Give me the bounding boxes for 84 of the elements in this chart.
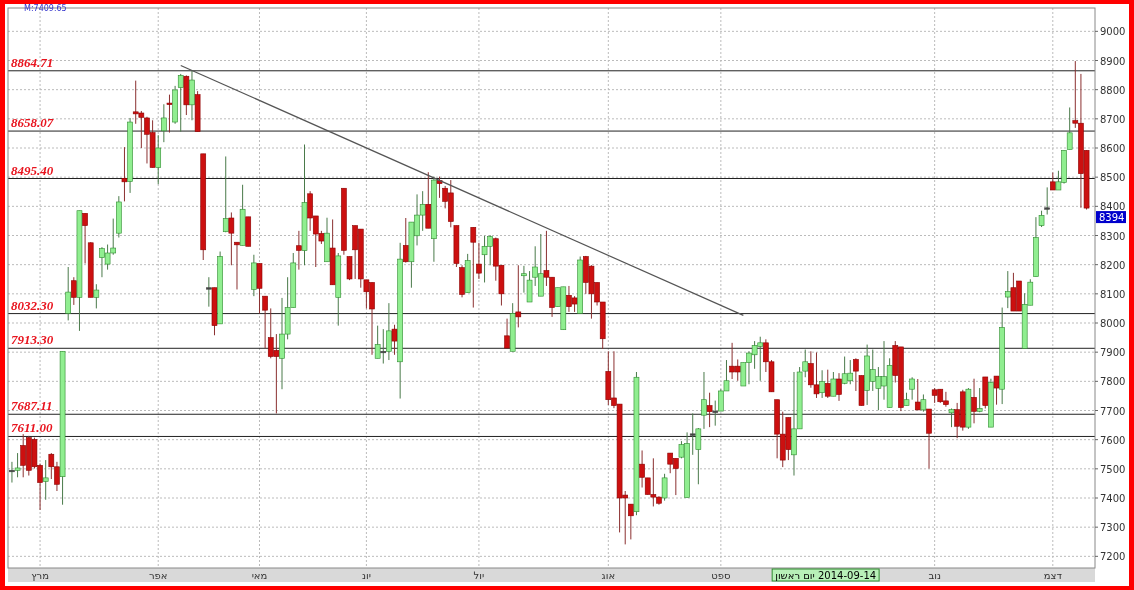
candlestick xyxy=(689,412,696,456)
candlestick xyxy=(222,155,229,233)
candlestick xyxy=(628,503,634,540)
candlestick xyxy=(262,295,268,349)
candlestick xyxy=(425,171,432,229)
x-tick-label: מאי xyxy=(251,570,268,581)
text: 2014-09-14 יום ראשון xyxy=(775,570,877,581)
x-tick-label: יונ xyxy=(361,570,371,581)
candlestick xyxy=(374,325,381,359)
candlestick xyxy=(706,392,713,428)
candlestick xyxy=(695,427,702,485)
ref-line-label: 8495.40 xyxy=(11,162,54,178)
text: 8394 xyxy=(1099,211,1125,223)
y-tick-label: 7300 xyxy=(1100,522,1126,534)
candlestick xyxy=(161,103,167,143)
ref-line-label: 7611.00 xyxy=(11,420,54,436)
candlestick xyxy=(993,375,1000,406)
x-tick-label: ספט xyxy=(711,570,731,581)
candlestick xyxy=(177,73,184,133)
candlestick xyxy=(228,211,235,266)
candlestick xyxy=(9,461,15,484)
candlestick xyxy=(819,369,825,399)
y-tick-label: 7800 xyxy=(1100,376,1126,388)
candlestick xyxy=(1004,270,1011,309)
y-tick-label: 8600 xyxy=(1100,143,1126,154)
candlestick xyxy=(712,400,719,427)
y-tick-label: 9000 xyxy=(1100,26,1126,38)
y-tick-label: 8100 xyxy=(1100,288,1126,300)
candlestick xyxy=(155,134,162,185)
y-tick-label: 7400 xyxy=(1100,493,1126,504)
ref-line-label: 8658.07 xyxy=(11,115,54,131)
x-tick-label: אפר xyxy=(148,570,168,581)
y-tick-label: 7900 xyxy=(1100,347,1126,359)
candlestick xyxy=(42,459,49,501)
candlestick xyxy=(470,226,477,309)
x-tick-label: דצמ xyxy=(1043,570,1063,581)
candlestick xyxy=(701,371,707,430)
annotation: M:7409.65 xyxy=(24,4,67,13)
x-tick-label: יול xyxy=(473,570,485,581)
candlestick xyxy=(971,378,977,424)
y-tick-label: 8700 xyxy=(1100,113,1126,125)
candlestick xyxy=(386,302,392,361)
ref-line-label: 7687.11 xyxy=(11,398,53,414)
y-tick-label: 8400 xyxy=(1100,201,1126,213)
y-tick-label: 7500 xyxy=(1100,463,1126,475)
candlestick xyxy=(436,176,443,199)
candlestick xyxy=(836,372,842,402)
x-tick-label: אוג xyxy=(601,570,616,581)
y-tick-label: 8200 xyxy=(1100,259,1126,271)
candlestick xyxy=(402,217,409,264)
x-tick-label: מרץ xyxy=(31,570,49,581)
candlestick xyxy=(166,94,173,134)
y-tick-label: 8500 xyxy=(1100,172,1126,184)
candlestick xyxy=(296,230,302,271)
ref-line-label: 8032.30 xyxy=(11,297,54,313)
candlestick xyxy=(82,212,88,264)
ref-line-label: 8864.71 xyxy=(11,54,54,70)
candlestick xyxy=(380,328,387,365)
candlestick xyxy=(515,264,522,328)
candlestick xyxy=(948,407,955,428)
candlestick xyxy=(206,276,212,308)
candlestick xyxy=(504,318,510,349)
candlestick xyxy=(65,266,71,321)
x-tick-label: נוב xyxy=(928,570,941,581)
y-tick-label: 7600 xyxy=(1100,434,1126,446)
candlestick xyxy=(391,324,398,356)
y-tick-label: 8900 xyxy=(1100,55,1126,67)
candlestick xyxy=(976,387,983,413)
y-tick-label: 7200 xyxy=(1100,551,1126,563)
ref-line-label: 7913.30 xyxy=(11,332,54,348)
y-tick-label: 7700 xyxy=(1100,405,1126,417)
candlestick xyxy=(476,242,482,280)
candlestick xyxy=(661,473,668,502)
candlestick xyxy=(1066,106,1073,150)
candlestick xyxy=(121,146,128,202)
candlestick xyxy=(824,369,831,399)
candlestick xyxy=(1044,186,1050,215)
candlestick xyxy=(830,371,837,397)
candlestick xyxy=(93,283,100,309)
candlestick xyxy=(71,276,77,306)
y-tick-label: 8000 xyxy=(1100,318,1126,329)
y-tick-label: 8300 xyxy=(1100,230,1126,242)
y-tick-label: 8800 xyxy=(1100,84,1126,96)
candlestick xyxy=(914,378,921,411)
